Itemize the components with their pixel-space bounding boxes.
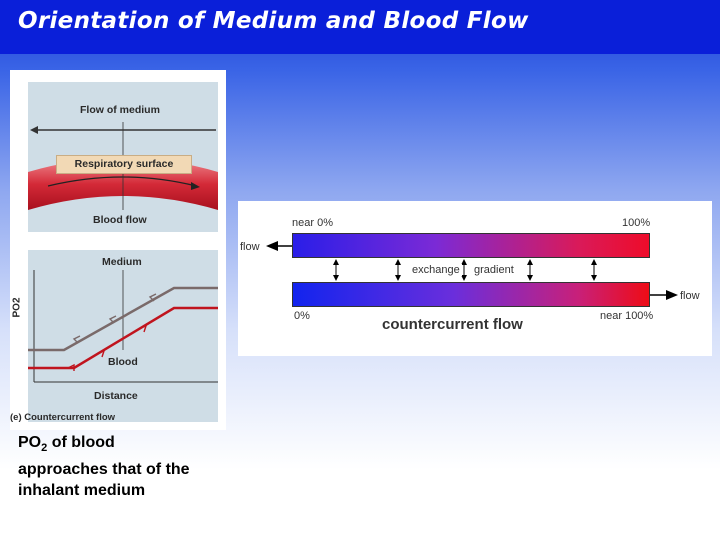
- po2-explanation: PO2 of blood approaches that of the inha…: [18, 432, 228, 501]
- top-left-percent: near 0%: [292, 217, 333, 229]
- flow-right-label: flow: [680, 290, 700, 302]
- medium-label: Medium: [102, 256, 142, 268]
- blood-flow-arrow: [47, 176, 197, 187]
- flow-right-arrowhead: [666, 290, 678, 300]
- bottom-right-percent: near 100%: [600, 310, 654, 322]
- blood-gradient-bar: [292, 282, 650, 307]
- blood-arrow-marks: [67, 324, 148, 371]
- gradient-label: gradient: [472, 264, 516, 276]
- distance-label: Distance: [94, 390, 138, 402]
- po2-line3: inhalant medium: [18, 482, 146, 500]
- medium-gradient-bar: [292, 233, 650, 258]
- top-right-percent: 100%: [622, 217, 651, 229]
- flow-left-label: flow: [240, 241, 260, 253]
- medium-flow-arrowhead: [30, 126, 38, 134]
- exchange-label: exchange: [410, 264, 462, 276]
- po2-graph: Medium Blood Distance: [28, 250, 218, 422]
- bottom-left-percent: 0%: [294, 310, 310, 322]
- countercurrent-title: countercurrent flow: [382, 316, 523, 333]
- flow-left-arrowhead: [266, 241, 278, 251]
- countercurrent-diagram: near 0% 100% flow exchange gradient flow…: [238, 201, 712, 356]
- po2-graph-drawing: [28, 270, 218, 383]
- flow-schematic: Flow of medium Respiratory surface Blood…: [28, 82, 218, 232]
- po2-prefix: PO: [18, 434, 42, 451]
- textbook-figure: Flow of medium Respiratory surface Blood…: [10, 70, 226, 430]
- po2-axis-label: PO2: [11, 297, 23, 318]
- title-bar: Orientation of Medium and Blood Flow: [0, 0, 720, 54]
- medium-curve: [28, 286, 218, 352]
- po2-line1-suffix: of blood: [47, 434, 115, 451]
- figure-caption: (e) Countercurrent flow: [10, 412, 116, 423]
- po2-line2: approaches that of the: [18, 461, 190, 479]
- exchange-arrowheads: [333, 259, 597, 281]
- flow-of-medium-label: Flow of medium: [80, 104, 160, 116]
- po2-subscript: 2: [41, 442, 48, 455]
- countercurrent-arrows: [266, 241, 678, 300]
- blood-flow-label: Blood flow: [93, 214, 147, 226]
- blood-curve: [28, 306, 218, 370]
- slide-title: Orientation of Medium and Blood Flow: [18, 8, 529, 34]
- blood-label: Blood: [108, 356, 138, 368]
- medium-arrow-marks: [72, 293, 157, 344]
- blood-flow-arrowhead: [191, 182, 200, 190]
- respiratory-surface-label: Respiratory surface: [56, 155, 192, 174]
